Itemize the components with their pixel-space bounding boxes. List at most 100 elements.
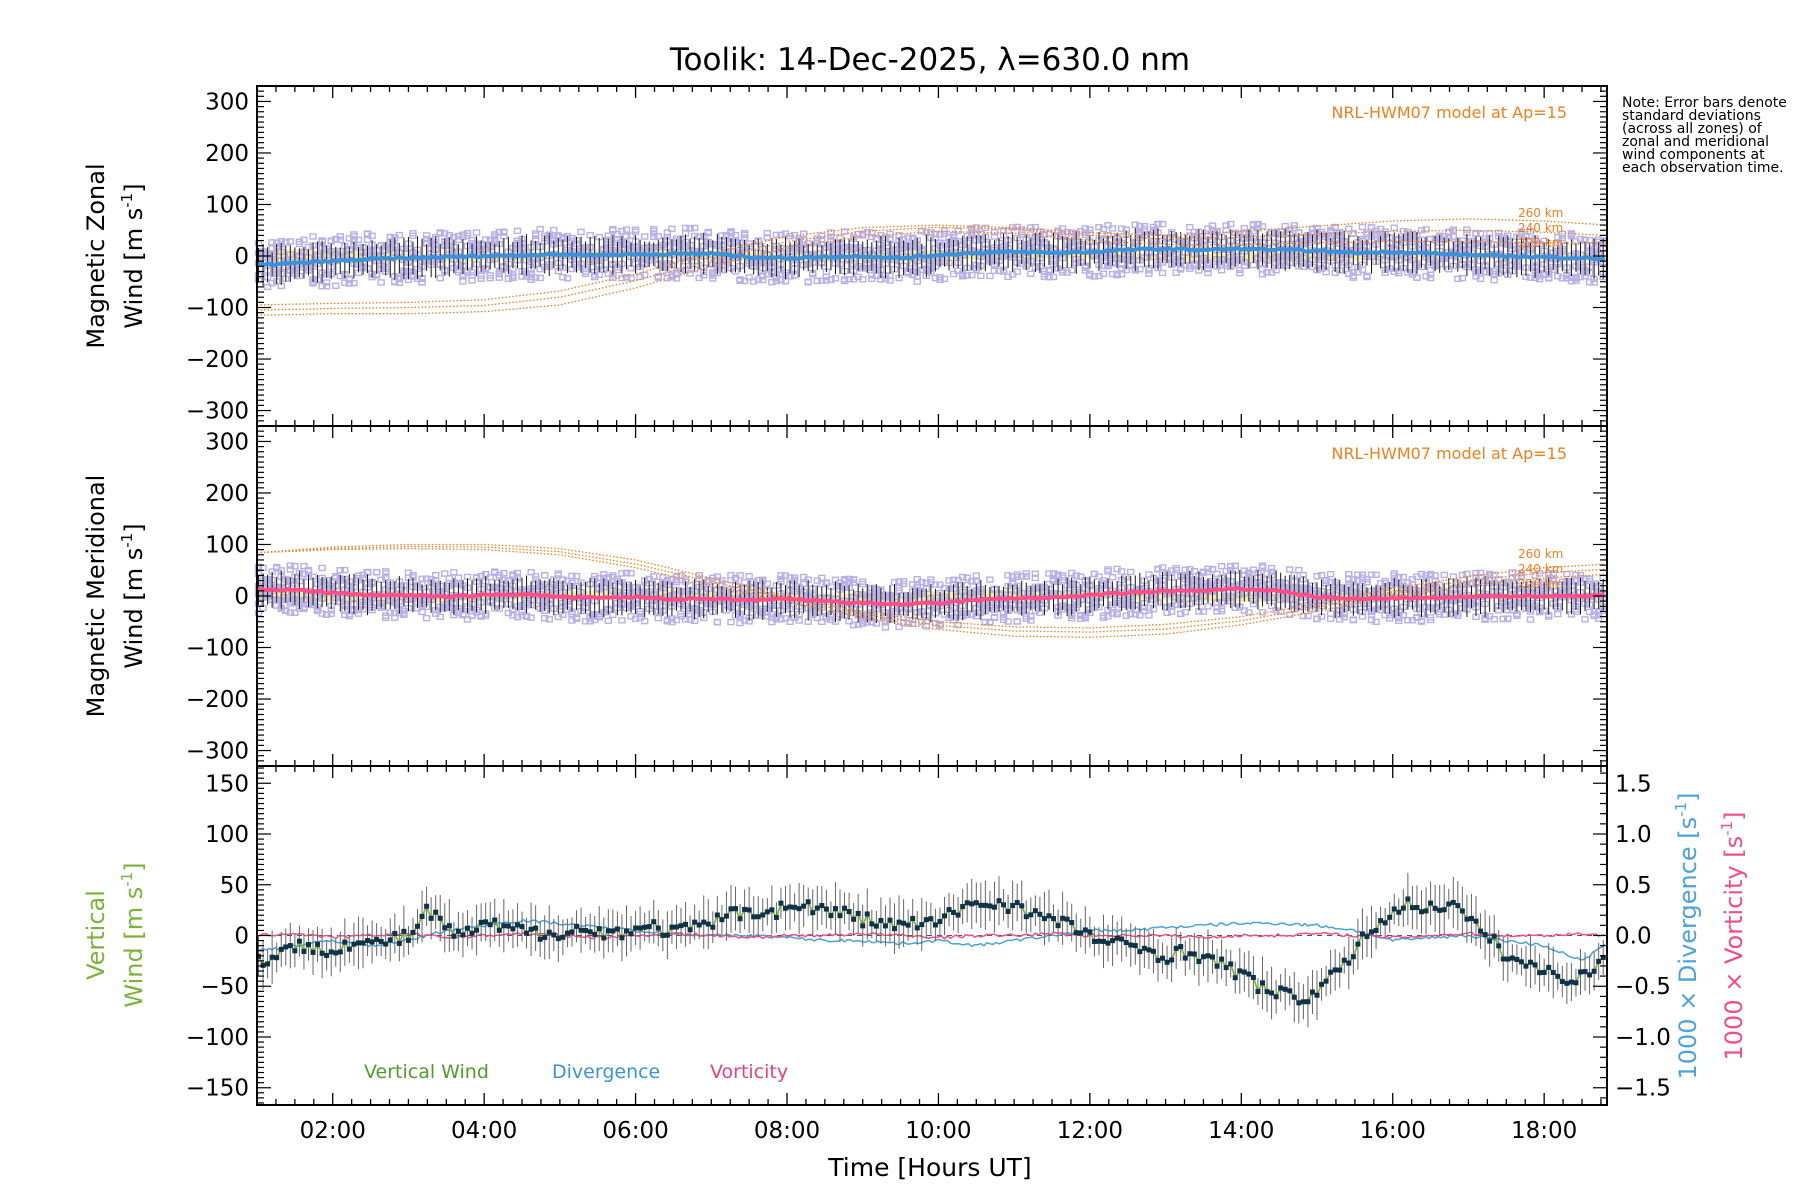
zonal-zone-point	[268, 279, 276, 287]
zonal-zone-point	[690, 224, 699, 232]
zonal-zone-point	[436, 274, 444, 282]
zonal-zone-point	[968, 271, 976, 279]
vertical-panel: −150−100−50050100150−1.5−1.0−0.50.00.51.…	[82, 765, 1748, 1144]
zonal-zone-point	[622, 226, 631, 233]
zonal-zone-point	[822, 277, 831, 284]
zonal-y-tick-label: −200	[186, 347, 249, 373]
meridional-zone-point	[554, 570, 563, 577]
zonal-zone-point	[282, 239, 290, 246]
zonal-zone-point	[581, 270, 590, 277]
zonal-zone-point	[618, 274, 626, 282]
zonal-zone-point	[495, 274, 503, 281]
zonal-zone-point	[772, 231, 781, 239]
zonal-panel: −300 −200 −100 0 100 200 300 NRL-HWM07 model a…	[82, 85, 1608, 427]
zonal-zone-point	[731, 231, 740, 239]
zonal-zone-point	[763, 229, 772, 237]
meridional-zone-point	[1127, 568, 1135, 576]
zonal-zone-point	[777, 271, 785, 278]
zonal-zone-point	[472, 229, 481, 236]
zonal-zone-point	[481, 236, 490, 243]
meridional-zone-point	[1013, 618, 1021, 625]
meridional-zone-point	[1108, 574, 1117, 581]
zonal-zone-point	[1236, 269, 1244, 277]
zonal-y-tick-label: 200	[205, 141, 249, 167]
meridional-zone-point	[1544, 613, 1553, 620]
zonal-zone-point	[963, 272, 971, 279]
zonal-zone-point	[958, 273, 967, 280]
zonal-zone-point	[949, 270, 958, 278]
zonal-zone-point	[577, 228, 585, 236]
zonal-zone-point	[818, 236, 826, 243]
zonal-zone-point	[268, 239, 276, 246]
zonal-zone-point	[872, 272, 881, 280]
zonal-zone-point	[650, 226, 658, 233]
zonal-zone-point	[377, 279, 385, 286]
zonal-zone-point	[536, 225, 544, 233]
zonal-zone-point	[977, 272, 985, 280]
zonal-zone-point	[745, 274, 753, 281]
zonal-zone-point	[759, 276, 767, 284]
zonal-y-tick-label: 0	[234, 244, 249, 270]
zonal-zone-point	[668, 225, 676, 233]
meridional-y-tick-label: 0	[234, 584, 249, 610]
zonal-zone-point	[859, 232, 867, 239]
meridional-zone-point	[1440, 571, 1448, 579]
zonal-zone-point	[495, 270, 503, 278]
zonal-zone-point	[468, 277, 476, 284]
meridional-zone-point	[1204, 603, 1212, 610]
zonal-zone-point	[368, 232, 376, 240]
zonal-zone-point	[604, 270, 613, 277]
zonal-zone-point	[663, 229, 672, 236]
zonal-zone-point	[845, 276, 853, 283]
zonal-zone-point	[786, 273, 794, 280]
meridional-zone-point	[1554, 610, 1562, 618]
meridional-zone-point	[654, 614, 662, 622]
zonal-zone-point	[827, 233, 835, 240]
meridional-zone-point	[1326, 615, 1335, 623]
zonal-zone-point	[777, 231, 785, 239]
zonal-zone-point	[936, 231, 944, 238]
meridional-zone-point	[450, 569, 458, 576]
zonal-zone-point	[1463, 226, 1471, 233]
zonal-zone-point	[527, 270, 535, 277]
zonal-zone-point	[986, 272, 994, 280]
meridional-zone-point	[618, 617, 626, 624]
zonal-zone-point	[559, 274, 567, 281]
zonal-zone-point	[654, 233, 662, 240]
zonal-zone-point	[1249, 261, 1258, 269]
zonal-zone-point	[654, 274, 662, 281]
zonal-zone-point	[336, 236, 344, 244]
zonal-zone-point	[763, 234, 772, 241]
zonal-zone-point	[513, 227, 522, 235]
zonal-zone-point	[609, 225, 617, 233]
zonal-zone-point	[477, 275, 485, 282]
zonal-zone-point	[422, 232, 431, 239]
zonal-zone-point	[300, 236, 308, 244]
meridional-zone-point	[745, 573, 753, 580]
zonal-zone-point	[904, 234, 912, 241]
zonal-zone-point	[395, 279, 404, 286]
zonal-zone-point	[309, 233, 317, 240]
zonal-zone-point	[409, 232, 417, 239]
meridional-zone-point	[986, 576, 994, 583]
zonal-zone-point	[436, 229, 444, 236]
zonal-zone-point	[318, 282, 326, 290]
meridional-panel: −300 −200 −100 0 100 200 300 NRL-HWM07 model a…	[82, 425, 1608, 767]
zonal-model-label: NRL-HWM07 model at Ap=15	[1331, 103, 1567, 122]
zonal-zone-point	[1027, 270, 1035, 278]
zonal-zone-point	[799, 230, 808, 237]
zonal-zone-point	[500, 228, 508, 235]
meridional-zone-point	[1326, 571, 1335, 578]
zonal-zone-point	[336, 233, 344, 240]
zonal-zone-point	[263, 283, 272, 291]
zonal-zone-point	[863, 228, 871, 236]
zonal-zone-point	[604, 232, 613, 239]
zonal-zone-point	[550, 226, 558, 234]
meridional-zone-point	[318, 564, 326, 572]
zonal-zone-point	[531, 274, 540, 281]
zonal-zone-point	[804, 279, 812, 286]
zonal-model-alt-1: 240 km	[1518, 221, 1563, 235]
meridional-zone-point	[541, 572, 549, 579]
zonal-zone-point	[868, 271, 876, 279]
meridional-model-label: NRL-HWM07 model at Ap=15	[1331, 444, 1567, 463]
